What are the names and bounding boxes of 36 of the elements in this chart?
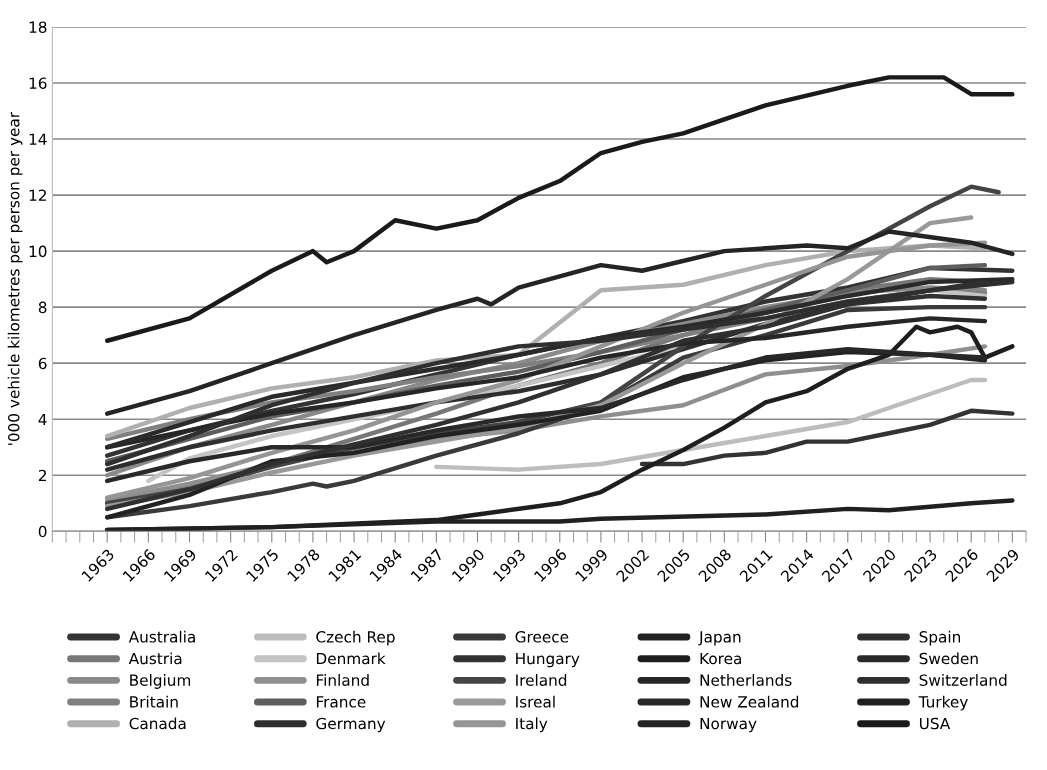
- legend-label: Switzerland: [919, 674, 1007, 686]
- legend-label: Germany: [316, 717, 386, 733]
- legend-label: Japan: [698, 631, 741, 646]
- legend-label: France: [316, 696, 366, 708]
- legend-label: Denmark: [316, 652, 386, 665]
- legend-label: Korea: [700, 652, 741, 665]
- legend-label: Hungary: [516, 652, 580, 668]
- legend-label: Greece: [515, 631, 569, 643]
- legend-label: Czech Rep: [316, 630, 395, 646]
- y-axis-title: '000 vehicle kilometres per person per year: [7, 111, 23, 445]
- y-tick-label: 4: [38, 413, 47, 426]
- legend-label: Netherlands: [700, 674, 792, 686]
- legend-label: Ireland: [516, 674, 567, 686]
- legend-label: New Zealand: [700, 695, 799, 708]
- y-tick-label: 8: [38, 301, 47, 314]
- legend-label: Austria: [128, 652, 182, 665]
- legend-label: Spain: [919, 630, 961, 646]
- y-tick-label: 12: [29, 189, 46, 201]
- legend-label: Turkey: [918, 695, 968, 711]
- y-tick-label: 6: [38, 357, 47, 370]
- y-tick-label: 14: [29, 133, 47, 145]
- legend-label: Canada: [129, 717, 186, 730]
- y-tick-label: 2: [38, 469, 46, 482]
- legend-label: Isreal: [516, 695, 555, 708]
- y-tick-label: 10: [29, 245, 47, 258]
- legend-label: Norway: [700, 717, 757, 733]
- legend-label: Italy: [516, 717, 548, 733]
- legend-label: Belgium: [130, 674, 191, 689]
- legend-label: Britain: [130, 695, 178, 708]
- legend-label: Sweden: [919, 652, 978, 665]
- legend-label: Australia: [128, 630, 195, 643]
- legend-label: Finland: [316, 674, 369, 686]
- y-tick-label: 16: [29, 77, 47, 90]
- y-tick-label: 18: [29, 21, 47, 33]
- legend-label: USA: [919, 717, 951, 730]
- y-tick-label: 0: [38, 525, 47, 538]
